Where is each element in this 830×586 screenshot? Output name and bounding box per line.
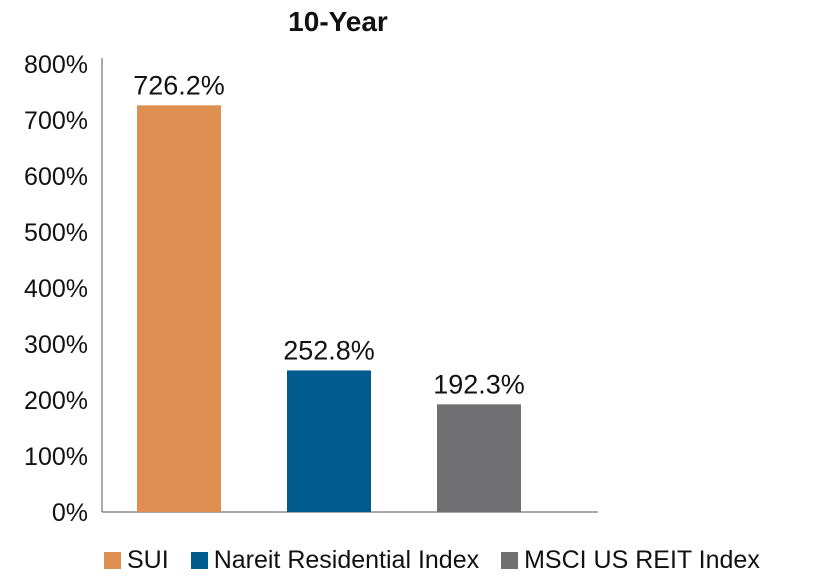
chart-title: 10-Year	[288, 6, 388, 37]
y-tick-label: 500%	[24, 219, 88, 247]
data-label: 726.2%	[133, 70, 225, 100]
legend-swatch	[104, 552, 121, 569]
y-tick-label: 600%	[24, 163, 88, 191]
legend-swatch	[501, 552, 519, 569]
y-tick-label: 800%	[24, 51, 88, 79]
legend-swatch	[190, 552, 208, 569]
y-tick-label: 100%	[24, 443, 88, 471]
y-tick-label: 400%	[24, 275, 88, 303]
y-tick-label: 700%	[24, 107, 88, 135]
bars-group	[137, 105, 521, 512]
bar-chart: 10-Year 0% 100% 200% 300% 400% 500% 600% 700% 80…	[24, 6, 598, 527]
y-tick-label: 0%	[52, 499, 88, 527]
legend-item: SUI	[104, 546, 169, 575]
data-label: 192.3%	[433, 369, 525, 399]
legend-item: Nareit Residential Index	[190, 546, 480, 575]
data-labels-group: 726.2% 252.8% 192.3%	[133, 70, 525, 399]
y-axis: 0% 100% 200% 300% 400% 500% 600% 700% 800%	[24, 51, 103, 527]
legend-label: MSCI US REIT Index	[524, 546, 760, 574]
chart-legend: SUI Nareit Residential Index MSCI US REIT …	[104, 546, 760, 575]
y-tick-label: 200%	[24, 387, 88, 415]
bar	[287, 370, 371, 512]
bar	[437, 404, 521, 512]
legend-label: SUI	[127, 546, 169, 574]
legend-item: MSCI US REIT Index	[501, 546, 760, 575]
legend-label: Nareit Residential Index	[213, 546, 480, 574]
y-tick-label: 300%	[24, 331, 88, 359]
data-label: 252.8%	[283, 335, 375, 365]
bar	[137, 105, 221, 512]
